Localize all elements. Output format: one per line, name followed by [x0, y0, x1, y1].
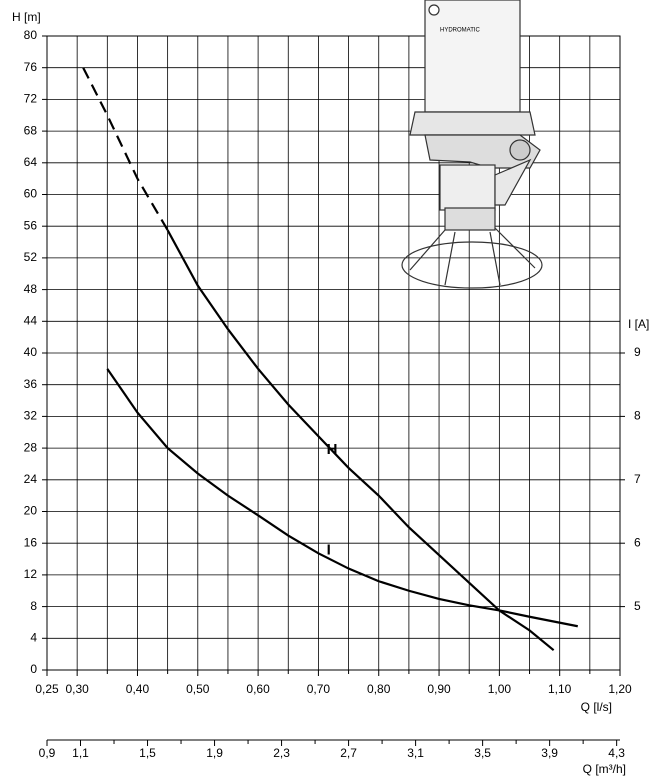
- y-tick-label: 68: [24, 123, 38, 137]
- x2-tick-label: 2,3: [273, 746, 290, 760]
- x-tick-label: 1,00: [488, 682, 512, 696]
- grid-layer: H [m]I [A]Q [l/s]Q [m³/h]048121620242832…: [12, 10, 649, 776]
- curve: [106, 368, 578, 628]
- curve-dashed: [82, 67, 169, 231]
- x-tick-label: 1,20: [608, 682, 632, 696]
- x-tick-label: 0,70: [307, 682, 331, 696]
- y-tick-label: 20: [24, 504, 38, 518]
- x2-tick-label: 1,1: [72, 746, 89, 760]
- x-tick-label: 0,80: [367, 682, 391, 696]
- x-tick-label: 0,50: [186, 682, 210, 696]
- y-tick-label: 44: [24, 313, 38, 327]
- y-tick-label: 24: [24, 472, 38, 486]
- y-tick-label: 64: [24, 155, 38, 169]
- x2-tick-label: 3,9: [541, 746, 558, 760]
- y-tick-label: 76: [24, 60, 38, 74]
- x-tick-label: 0,25: [35, 682, 59, 696]
- y2-tick-label: 7: [634, 472, 641, 486]
- x2-tick-label: 1,5: [139, 746, 156, 760]
- y-tick-label: 28: [24, 440, 38, 454]
- x-tick-label: 0,40: [126, 682, 150, 696]
- x-axis-title: Q [l/s]: [581, 700, 612, 714]
- plot-frame: [46, 35, 621, 671]
- x-tick-label: 1,10: [548, 682, 572, 696]
- curve-label: I: [327, 542, 331, 559]
- x2-tick-label: 2,7: [340, 746, 357, 760]
- y-tick-label: 40: [24, 345, 38, 359]
- x2-tick-label: 4,3: [608, 746, 625, 760]
- y-tick-label: 12: [24, 567, 38, 581]
- y2-tick-label: 6: [634, 535, 641, 549]
- y-tick-label: 60: [24, 187, 38, 201]
- y-tick-label: 72: [24, 92, 38, 106]
- x2-tick-label: 1,9: [206, 746, 223, 760]
- y-tick-label: 80: [24, 28, 38, 42]
- x-tick-label: 0,60: [246, 682, 270, 696]
- curve: [166, 229, 555, 652]
- x2-tick-label: 0,9: [39, 746, 56, 760]
- y-tick-label: 36: [24, 377, 38, 391]
- x-tick-label: 0,90: [427, 682, 451, 696]
- x2-tick-label: 3,5: [474, 746, 491, 760]
- x2-axis-title: Q [m³/h]: [583, 762, 626, 776]
- curve-layer: HI: [82, 67, 578, 652]
- x2-tick-label: 3,1: [407, 746, 424, 760]
- x-tick-label: 0,30: [65, 682, 89, 696]
- y-tick-label: 48: [24, 282, 38, 296]
- curve-label: H: [327, 441, 338, 458]
- y-tick-label: 56: [24, 218, 38, 232]
- pump-illustration: HYDROMATIC: [401, 0, 543, 289]
- y-tick-label: 32: [24, 409, 38, 423]
- y-tick-label: 8: [30, 599, 37, 613]
- y2-tick-label: 5: [634, 599, 641, 613]
- svg-text:HYDROMATIC: HYDROMATIC: [440, 28, 481, 34]
- y-axis-title: H [m]: [12, 10, 41, 24]
- y2-tick-label: 9: [634, 345, 641, 359]
- y2-tick-label: 8: [634, 409, 641, 423]
- y-tick-label: 52: [24, 250, 38, 264]
- y-tick-label: 0: [30, 662, 37, 676]
- y2-axis-title: I [A]: [628, 317, 649, 331]
- y-tick-label: 4: [30, 630, 37, 644]
- y-tick-label: 16: [24, 535, 38, 549]
